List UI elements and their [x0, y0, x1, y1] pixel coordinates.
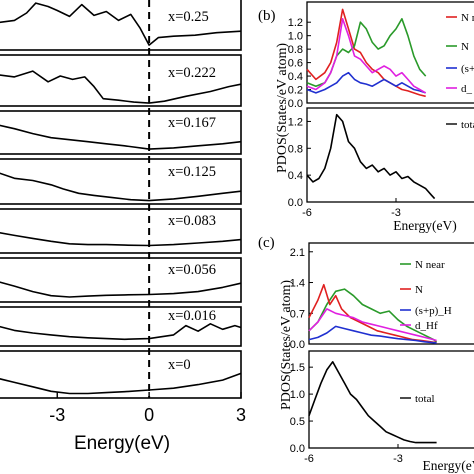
legend-entry: d_Hf — [415, 320, 438, 332]
dos-curve-x=0.125 — [0, 172, 242, 202]
y-tick-label: 1.5 — [290, 362, 305, 374]
x-axis-label: Energy(eV) — [74, 433, 170, 454]
panel-label: (b) — [258, 8, 276, 24]
composition-label: x=0.222 — [168, 65, 216, 81]
y-tick-label: 0.8 — [288, 44, 303, 56]
dos-curve-x=0.222 — [0, 70, 242, 104]
upper-frame — [306, 1, 474, 104]
dos-band-frame — [0, 110, 242, 155]
y-tick-label: 1.0 — [290, 389, 305, 401]
dos-curve-x=0 — [0, 372, 242, 395]
pdos-curve-N — [306, 17, 427, 87]
pdos-curve-total — [308, 360, 437, 444]
x-tick-label: -3 — [393, 453, 403, 465]
lower-frame — [308, 350, 474, 449]
composition-label: x=0.083 — [168, 213, 216, 229]
dos-band-frame — [0, 350, 242, 399]
legend-entry: total — [461, 119, 474, 131]
panel-label: (c) — [258, 235, 275, 251]
dos-band-frame — [0, 208, 242, 254]
y-tick-label: 0.2 — [288, 85, 303, 97]
y-tick-label: 0.5 — [290, 416, 305, 428]
y-tick-label: 0.4 — [288, 170, 303, 182]
x-axis-label: Energy(eV) — [393, 218, 456, 233]
lower-frame — [306, 107, 474, 203]
legend-entry: total — [415, 393, 435, 405]
x-tick-label: -3 — [391, 207, 401, 219]
pdos-curve-total — [306, 113, 436, 200]
dos-curve-x=0.016 — [0, 322, 242, 341]
legend-entry: d_ — [461, 83, 473, 95]
pdos-curve-N near — [308, 288, 438, 343]
dos-band-frame — [0, 257, 242, 303]
y-tick-label: 0.6 — [288, 58, 303, 70]
x-tick-label: -6 — [302, 207, 312, 219]
x-axis-label: Energy(eV — [423, 458, 474, 473]
pdos-curve-N n — [306, 8, 426, 98]
pdos-curve-(s+p)_H — [308, 325, 437, 344]
y-tick-label: 2.1 — [290, 247, 305, 259]
x-tick-label: -3 — [49, 405, 65, 425]
y-tick-label: 0.7 — [290, 308, 305, 320]
composition-label: x=0 — [168, 357, 191, 373]
legend-entry: N — [461, 41, 469, 53]
y-axis-label: PDOS(States/eV atom) — [275, 43, 290, 173]
dos-curve-x=0.083 — [0, 232, 242, 247]
legend-entry: (s+ — [461, 63, 474, 75]
dos-band-frame — [0, 158, 242, 205]
composition-label: x=0.167 — [168, 115, 216, 131]
y-tick-label: 1.4 — [290, 278, 305, 290]
pdos-curve-d_ — [306, 17, 427, 94]
dos-curve-x=0.167 — [0, 124, 242, 150]
y-tick-label: 0.4 — [288, 71, 303, 83]
legend-entry: N — [415, 284, 423, 296]
dos-curve-x=0.25 — [0, 2, 242, 46]
x-tick-label: 0 — [144, 405, 154, 425]
composition-label: x=0.056 — [168, 262, 216, 278]
pdos-curve-d_Hf — [308, 308, 437, 342]
dos-band-frame — [0, 306, 242, 347]
legend-entry: (s+p)_H — [415, 305, 452, 317]
legend-entry: N near — [415, 259, 445, 271]
y-tick-label: 0.0 — [290, 339, 305, 351]
y-tick-label: 0.0 — [290, 443, 305, 455]
y-tick-label: 0.8 — [288, 143, 303, 155]
y-tick-label: 1.2 — [288, 116, 303, 128]
dos-band-frame — [0, 0, 242, 51]
dos-band-frame — [0, 54, 242, 107]
y-tick-label: 1.2 — [288, 17, 303, 29]
composition-label: x=0.016 — [168, 308, 216, 324]
y-tick-label: 0.0 — [288, 197, 303, 209]
upper-frame — [308, 242, 474, 345]
y-tick-label: 0.0 — [288, 98, 303, 110]
y-axis-label: PDOS(States/eV atom) — [279, 280, 294, 410]
pdos-curve-(s+ — [306, 71, 426, 94]
x-tick-label: 3 — [236, 405, 246, 425]
composition-label: x=0.125 — [168, 164, 216, 180]
x-tick-label: -6 — [304, 453, 314, 465]
legend-entry: N n — [461, 12, 474, 24]
dos-curve-x=0.056 — [0, 281, 242, 298]
composition-label: x=0.25 — [168, 9, 209, 25]
y-tick-label: 1.0 — [288, 31, 303, 43]
